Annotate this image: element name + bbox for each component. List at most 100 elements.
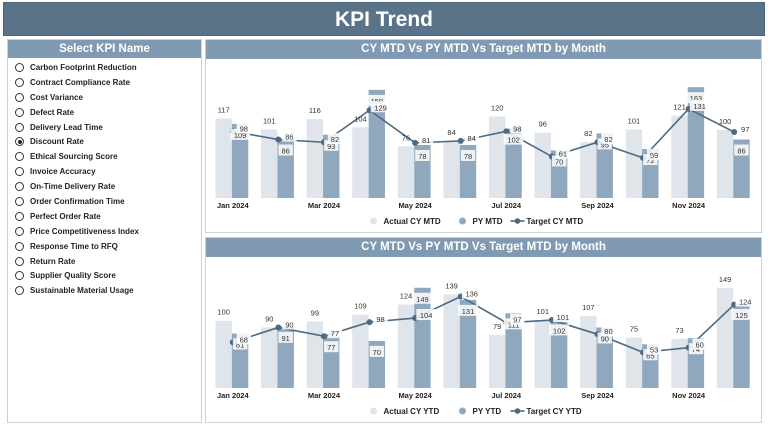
radio-button-icon[interactable] (15, 152, 24, 162)
bar[interactable] (488, 116, 506, 198)
legend-item[interactable]: Actual CY MTD (370, 217, 441, 226)
bar[interactable] (215, 320, 232, 388)
slicer-item[interactable]: Return Rate (8, 254, 201, 269)
radio-button-icon[interactable] (15, 271, 24, 281)
data-label: 76 (402, 133, 410, 142)
bar[interactable] (534, 132, 551, 198)
data-label: 75 (630, 325, 638, 334)
bar[interactable] (352, 127, 369, 198)
slicer-item[interactable]: Carbon Footprint Reduction (8, 60, 201, 75)
bar[interactable] (231, 123, 249, 198)
radio-button-icon[interactable] (15, 196, 24, 206)
legend-item[interactable]: Target CY YTD (510, 407, 582, 416)
data-label: 100 (719, 117, 732, 126)
bar[interactable] (596, 133, 613, 198)
radio-button-icon[interactable] (15, 211, 24, 221)
data-label-text: 59 (650, 151, 658, 160)
bar[interactable] (368, 89, 386, 198)
bar[interactable] (733, 303, 750, 388)
data-label-text: 129 (374, 103, 387, 112)
bar[interactable] (550, 319, 568, 388)
radio-button-icon[interactable] (15, 122, 24, 132)
bar[interactable] (443, 140, 460, 198)
bar[interactable] (716, 287, 734, 388)
bar[interactable] (505, 128, 522, 198)
legend-item[interactable]: PY MTD (459, 217, 503, 226)
slicer-item[interactable]: Discount Rate (8, 134, 201, 149)
target-point[interactable] (275, 324, 282, 331)
bar[interactable] (671, 115, 688, 198)
data-label: 90 (282, 318, 297, 330)
slicer-item[interactable]: Sustainable Material Usage (8, 283, 201, 298)
target-point[interactable] (503, 128, 510, 135)
data-label-bg (510, 313, 525, 325)
data-label: 121 (673, 103, 686, 112)
target-point[interactable] (275, 136, 282, 143)
bar[interactable] (505, 313, 522, 388)
slicer-item[interactable]: On-Time Delivery Rate (8, 179, 201, 194)
bar[interactable] (215, 118, 232, 198)
legend-item[interactable]: Actual CY YTD (370, 407, 439, 416)
radio-button-icon[interactable] (15, 107, 24, 117)
bar[interactable] (397, 146, 415, 198)
bar[interactable] (306, 321, 324, 388)
data-label: 81 (418, 133, 434, 145)
bar[interactable] (580, 142, 597, 198)
bar[interactable] (459, 299, 477, 388)
bar[interactable] (671, 338, 688, 388)
bar[interactable] (261, 327, 278, 388)
data-label: 86 (278, 144, 293, 156)
radio-button-icon[interactable] (15, 241, 24, 251)
target-point[interactable] (731, 129, 738, 136)
radio-button-icon[interactable] (15, 226, 24, 236)
slicer-item[interactable]: Delivery Lead Time (8, 120, 201, 135)
data-label: 86 (282, 130, 297, 142)
radio-button-icon[interactable] (15, 77, 24, 87)
page-header: KPI Trend (3, 2, 765, 36)
data-label-bg (327, 327, 343, 339)
target-point[interactable] (412, 139, 419, 146)
slicer-item[interactable]: Invoice Accuracy (8, 164, 201, 179)
slicer-item[interactable]: Defect Rate (8, 105, 201, 120)
slicer-item[interactable]: Contract Compliance Rate (8, 75, 201, 90)
radio-button-icon[interactable] (15, 256, 24, 266)
data-label: 78 (460, 149, 476, 161)
legend-item[interactable]: Target CY MTD (510, 217, 584, 226)
bar[interactable] (716, 130, 734, 198)
slicer-item[interactable]: Order Confirmation Time (8, 194, 201, 209)
bar[interactable] (397, 304, 415, 388)
radio-button-icon[interactable] (15, 167, 24, 177)
slicer-item[interactable]: Ethical Sourcing Score (8, 149, 201, 164)
radio-button-icon[interactable] (15, 137, 24, 147)
data-label: 139 (445, 281, 458, 290)
bar[interactable] (625, 129, 643, 198)
target-point[interactable] (457, 137, 464, 144)
radio-button-icon[interactable] (15, 286, 24, 296)
data-label-text: 101 (263, 116, 276, 125)
target-point[interactable] (320, 333, 327, 340)
radio-button-icon[interactable] (15, 182, 24, 192)
slicer-item[interactable]: Supplier Quality Score (8, 268, 201, 283)
radio-button-icon[interactable] (15, 62, 24, 72)
data-label-text: 109 (354, 302, 367, 311)
bar[interactable] (443, 294, 460, 388)
slicer-item[interactable]: Cost Variance (8, 90, 201, 105)
slicer-item[interactable]: Response Time to RFQ (8, 239, 201, 254)
bar[interactable] (261, 129, 278, 198)
bar[interactable] (306, 119, 324, 198)
data-label-text: 136 (465, 290, 478, 299)
target-point[interactable] (366, 319, 373, 326)
data-label-bg (461, 287, 482, 299)
bar[interactable] (580, 316, 597, 388)
data-label: 104 (354, 114, 367, 123)
bar[interactable] (352, 314, 369, 388)
slicer-item[interactable]: Price Competitiveness Index (8, 224, 201, 239)
slicer-item[interactable]: Perfect Order Rate (8, 209, 201, 224)
bar[interactable] (534, 320, 551, 388)
bar[interactable] (488, 334, 506, 388)
bar[interactable] (625, 337, 643, 388)
data-label-bg (735, 295, 756, 307)
legend-item[interactable]: PY YTD (459, 407, 501, 416)
radio-button-icon[interactable] (15, 92, 24, 102)
data-label-text: 78 (418, 152, 426, 161)
